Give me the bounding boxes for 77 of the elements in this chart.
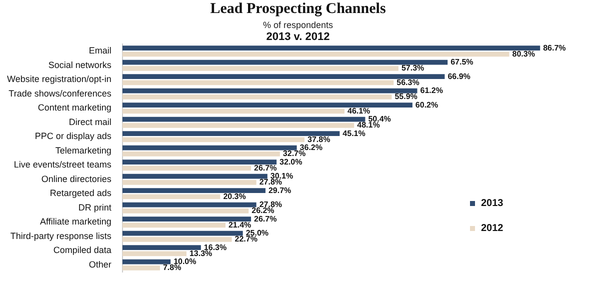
bar xyxy=(122,166,252,171)
y-tick-label: PPC or display ads xyxy=(34,131,112,142)
data-label: 32.7% xyxy=(282,149,306,158)
bar xyxy=(122,52,510,57)
bar xyxy=(122,188,266,194)
data-label: 7.8% xyxy=(162,263,182,272)
bar xyxy=(122,230,243,236)
data-label: 20.3% xyxy=(223,192,246,201)
data-label: 57.3% xyxy=(401,64,424,73)
bar xyxy=(122,160,277,165)
legend-label: 2013 xyxy=(481,198,504,209)
bar xyxy=(122,245,201,250)
data-label: 60.2% xyxy=(415,100,438,110)
bar xyxy=(122,102,412,108)
data-label: 86.7% xyxy=(543,43,566,52)
y-tick-label: Retargeted ads xyxy=(50,188,112,198)
chart-subtitle: % of respondents xyxy=(262,20,334,30)
bar xyxy=(122,108,344,114)
bar xyxy=(122,251,186,256)
data-label: 21.4% xyxy=(228,220,252,230)
bar xyxy=(122,222,226,228)
bar xyxy=(122,194,220,200)
y-tick-label: Content marketing xyxy=(38,102,112,113)
data-label: 67.5% xyxy=(450,58,474,67)
data-label: 66.9% xyxy=(448,72,470,81)
legend-label: 2012 xyxy=(481,223,504,234)
data-label: 27.8% xyxy=(259,178,282,187)
bar xyxy=(122,60,448,65)
data-label: 46.1% xyxy=(347,106,370,116)
bar xyxy=(122,265,160,270)
y-tick-label: Affiliate marketing xyxy=(40,216,112,227)
bar xyxy=(122,180,256,185)
y-tick-label: Live events/street teams xyxy=(14,160,112,170)
bar xyxy=(122,66,398,71)
data-label: 37.8% xyxy=(308,134,330,144)
bar xyxy=(122,151,280,156)
bar xyxy=(122,145,297,150)
bar xyxy=(122,202,256,208)
data-label: 56.3% xyxy=(396,78,420,87)
y-tick-label: DR print xyxy=(78,202,112,212)
data-label: 48.1% xyxy=(357,120,380,130)
y-tick-label: Direct mail xyxy=(68,116,112,127)
bar xyxy=(122,131,340,136)
data-label: 55.9% xyxy=(394,92,418,102)
data-label: 80.3% xyxy=(512,49,535,58)
data-label: 45.1% xyxy=(342,128,366,138)
text: 2013 v. 2012 xyxy=(265,31,331,43)
bar xyxy=(122,88,418,94)
bar xyxy=(122,74,445,80)
bar xyxy=(122,259,171,264)
data-label: 22.7% xyxy=(234,234,258,244)
bar xyxy=(122,236,232,242)
bar xyxy=(122,116,366,122)
y-tick-label: Social networks xyxy=(48,60,112,70)
bar xyxy=(122,208,249,214)
chart-title: Lead Prospecting Channels xyxy=(209,1,387,18)
bar xyxy=(122,137,305,142)
y-tick-label: Third-party response lists xyxy=(10,230,112,241)
bar xyxy=(122,80,394,86)
data-label: 26.7% xyxy=(254,163,277,172)
y-tick-label: Compiled data xyxy=(53,245,112,256)
bar xyxy=(122,46,540,51)
y-tick-label: Online directories xyxy=(41,174,112,184)
data-label: 26.2% xyxy=(252,206,274,216)
data-label: 29.7% xyxy=(268,186,292,195)
data-label: 26.7% xyxy=(254,214,277,224)
bar xyxy=(122,174,268,179)
data-label: 32.0% xyxy=(280,157,302,166)
bar xyxy=(122,216,252,222)
y-tick-label: Website registration/opt-in xyxy=(6,74,112,84)
y-tick-label: Telemarketing xyxy=(55,145,112,156)
y-tick-label: Trade shows/conferences xyxy=(8,88,112,98)
bar xyxy=(122,94,392,100)
data-label: 61.2% xyxy=(420,86,443,96)
bar xyxy=(122,122,354,128)
y-tick-label: Other xyxy=(88,259,112,270)
y-tick-label: Email xyxy=(88,46,112,56)
